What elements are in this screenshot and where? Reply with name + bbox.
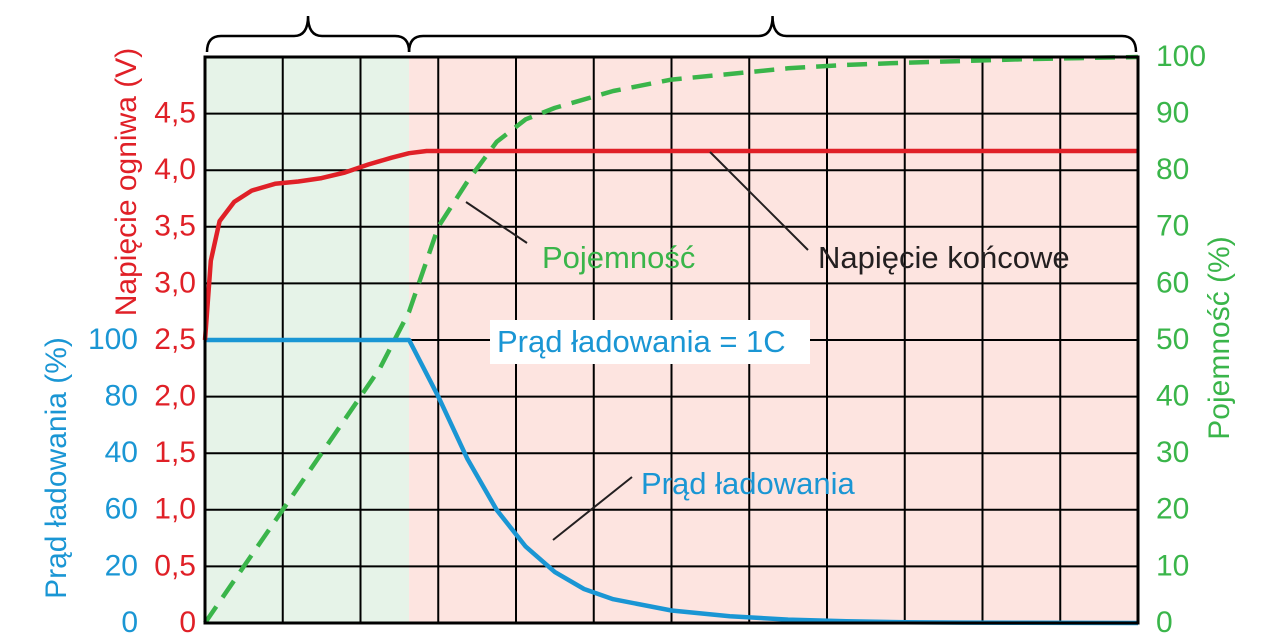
capacity-tick-label: 50	[1156, 323, 1189, 356]
voltage-tick-label: 3,5	[154, 210, 196, 243]
current-tick-label: 20	[105, 549, 138, 582]
voltage-tick-label: 2,0	[154, 380, 196, 413]
capacity-tick-label: 10	[1156, 549, 1189, 582]
voltage-tick-label: 2,5	[154, 323, 196, 356]
capacity-tick-label: 90	[1156, 97, 1189, 130]
brace-phase-1	[205, 15, 411, 53]
voltage-tick-label: 0	[179, 606, 196, 639]
capacity-axis-label: Pojemność (%)	[1203, 236, 1236, 439]
capacity-dashed-line	[203, 54, 1139, 625]
current-tick-label: 0	[121, 606, 138, 639]
voltage-axis-label: Napięcie ogniwa (V)	[110, 48, 143, 316]
current-1c-label-backdrop	[490, 320, 810, 364]
current-axis-label: Prąd ładowania (%)	[40, 337, 73, 599]
voltage-tick-label: 3,0	[154, 266, 196, 299]
tick-labels: 00,51,01,52,02,53,03,54,04,5020604080100…	[88, 40, 1206, 639]
capacity-tick-label: 60	[1156, 266, 1189, 299]
current-tick-label: 80	[105, 380, 138, 413]
capacity-tick-label: 30	[1156, 436, 1189, 469]
capacity-tick-label: 100	[1156, 40, 1206, 73]
current-leader-line	[552, 476, 633, 541]
capacity-tick-label: 20	[1156, 493, 1189, 526]
voltage-line	[202, 148, 1138, 341]
capacity-tick-label: 80	[1156, 153, 1189, 186]
current-1c-annotation: Prąd ładowania = 1C	[497, 324, 786, 359]
capacity-tick-label: 0	[1156, 606, 1173, 639]
end-voltage-leader-line	[709, 151, 809, 251]
current-tick-label: 40	[105, 436, 138, 469]
current-annotation: Prąd ładowania	[641, 466, 855, 501]
voltage-tick-label: 4,0	[154, 153, 196, 186]
current-tick-label: 60	[105, 493, 138, 526]
phase-braces	[205, 15, 1138, 53]
plot-frame	[203, 55, 1140, 625]
voltage-tick-label: 1,5	[154, 436, 196, 469]
capacity-leader-line	[465, 201, 528, 244]
end-voltage-annotation: Napięcie końcowe	[818, 240, 1070, 275]
current-tick-label: 100	[88, 323, 138, 356]
capacity-tick-label: 40	[1156, 380, 1189, 413]
capacity-tick-label: 70	[1156, 210, 1189, 243]
capacity-annotation: Pojemność	[542, 240, 695, 275]
annotations: Pojemność Napięcie końcowe Prąd ładowani…	[465, 151, 1070, 541]
brace-phase-2	[407, 15, 1138, 53]
voltage-tick-label: 0,5	[154, 549, 196, 582]
voltage-tick-label: 1,0	[154, 493, 196, 526]
voltage-tick-label: 4,5	[154, 97, 196, 130]
